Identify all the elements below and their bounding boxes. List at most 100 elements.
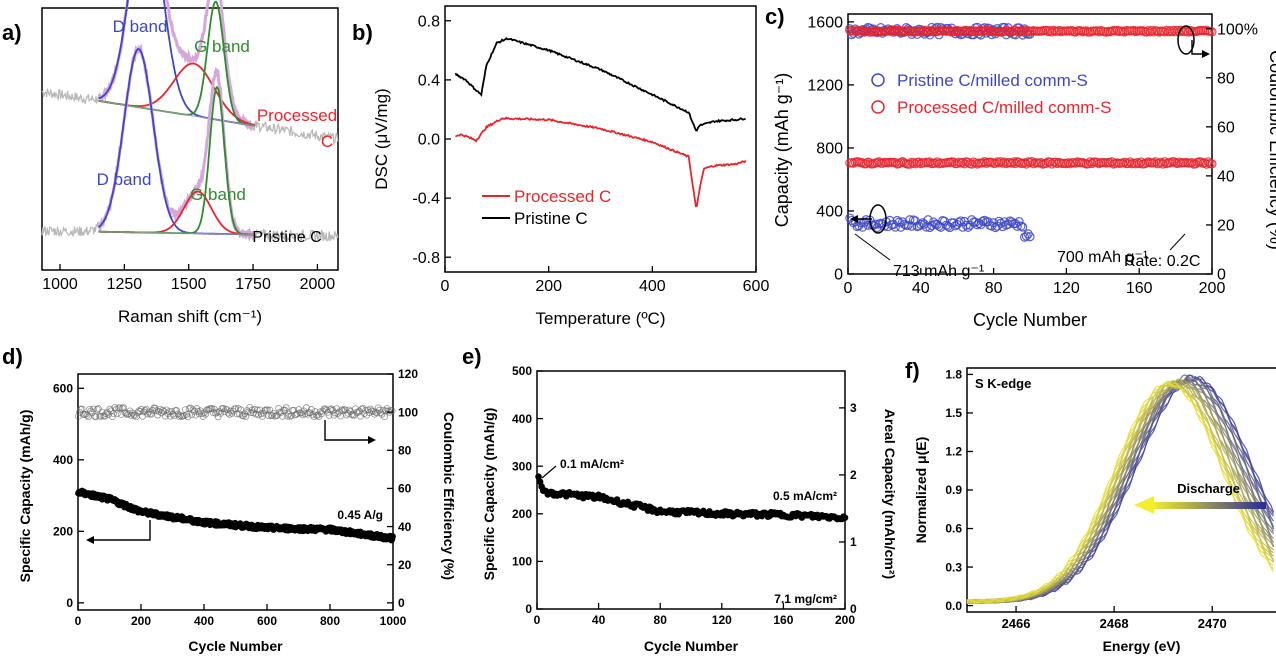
panel-d: d) 0 200 400 600 0 20 40 60 80 100 120 0 200 400 600 800… [2,344,457,654]
data-point [1134,158,1144,169]
legend-label: Pristine C/milled comm-S [897,71,1088,90]
data-point [173,407,180,414]
data-point [331,409,339,417]
data-point [1043,26,1053,37]
data-point [192,411,199,419]
data-point [308,406,315,413]
data-point [1105,158,1115,168]
data-point [1007,158,1017,168]
leader-line [1169,233,1186,251]
data-point [865,158,875,168]
arrow-head [850,215,858,223]
data-point [1054,25,1064,36]
y-tick-label: 500 [512,364,532,378]
leader-line [854,233,891,261]
data-point [185,405,193,413]
panel-label-b: b) [352,20,373,45]
x-tick-label: 1000 [380,614,407,628]
y-axis-label: Specific Capacity (mAh/g) [17,410,33,583]
data-point [232,405,240,413]
y-tick-label: 600 [53,382,73,396]
data-point [184,413,192,421]
data-point [1172,25,1183,36]
x-tick-label: 0 [75,614,82,628]
arrow-head [1202,50,1210,58]
data-point [261,407,269,414]
data-point [970,158,981,168]
legend-label: Processed C [514,187,611,206]
annotation-loading: 7.1 mg/cm² [774,592,837,606]
data-point [978,158,988,168]
legend-label: Processed C/milled comm-S [897,98,1111,117]
annotation-c: C [321,132,333,151]
panel-label-c: c) [765,4,785,29]
y2-tick-label: 3 [850,401,857,415]
data-point [334,410,342,417]
annotation-rate: 0.45 A/g [337,508,383,522]
data-point [1174,27,1184,37]
y-tick-label: 200 [512,507,532,521]
data-point [1018,222,1028,232]
x-tick-label: 160 [1126,280,1153,297]
data-point [961,220,971,230]
y-axis-label: Specific Capacity (mAh/g) [481,408,497,581]
y-tick-label: 1.2 [945,445,962,459]
annotation-713: 713 mAh g⁻¹ [893,263,984,280]
series-line [455,116,747,208]
data-point [212,409,220,417]
data-point [1149,27,1159,37]
data-point [141,407,149,414]
x-tick-label: 1250 [107,276,143,293]
data-point [1012,221,1022,231]
annotation-d-band: D band [113,17,168,36]
data-point [863,220,873,230]
data-point [214,413,222,421]
data-point [1201,159,1212,169]
data-point [1145,27,1155,37]
y2-tick-label: 0 [1217,267,1226,284]
data-point [1010,158,1021,169]
y-tick-label: 100 [512,555,532,569]
data-point [1063,158,1073,168]
data-point [930,158,940,168]
data-point [857,222,868,232]
y-tick-label: 0.4 [418,72,440,89]
plot-frame [444,5,757,273]
data-point [958,157,968,168]
x-tick-label: 200 [1199,280,1226,297]
data-point [175,413,183,420]
y2-tick-label: 100 [398,405,418,419]
x-axis-label: Temperature (ºC) [536,309,666,328]
x-axis-label: Cycle Number [188,638,283,654]
data-point [340,405,348,413]
y2-axis-label: Coulombic Efficiency (%) [441,412,457,580]
y2-tick-label: 0 [398,596,405,610]
data-point [328,405,335,413]
y-tick-label: 1200 [807,78,843,95]
x-tick-label: 80 [985,280,1003,297]
data-point [287,412,295,420]
data-point [1070,158,1081,168]
y2-axis-label: Coulombic Efficiency (%) [1266,50,1276,250]
x-tick-label: 200 [131,614,151,628]
data-point [1163,27,1173,37]
data-point [1019,25,1030,35]
data-point [199,413,207,421]
data-point [108,413,116,421]
annotation-processed: Processed [257,106,337,125]
annotation-700: 700 mAh g⁻¹ [1057,249,1148,266]
data-point [914,157,924,167]
y2-tick-label: 0 [850,602,857,616]
leader-line [541,465,557,479]
data-point [126,407,134,415]
x-tick-label: 160 [773,613,793,627]
y2-tick-label: 1 [850,535,857,549]
data-point [963,27,973,37]
y2-tick-label: 120 [398,367,418,381]
data-point [311,408,319,415]
data-point [1129,25,1139,35]
data-point [535,473,542,480]
x-tick-label: 200 [835,613,855,627]
data-point [1014,26,1024,36]
